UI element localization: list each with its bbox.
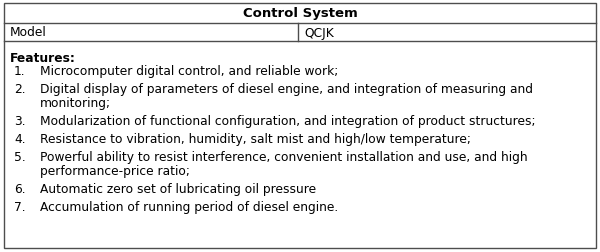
Text: Microcomputer digital control, and reliable work;: Microcomputer digital control, and relia… xyxy=(40,65,338,78)
Text: QCJK: QCJK xyxy=(304,26,334,39)
Text: Control System: Control System xyxy=(242,8,358,20)
Text: Modularization of functional configuration, and integration of product structure: Modularization of functional configurati… xyxy=(40,115,536,128)
Text: Features:: Features: xyxy=(10,52,76,65)
Text: Digital display of parameters of diesel engine, and integration of measuring and: Digital display of parameters of diesel … xyxy=(40,83,533,96)
Text: Resistance to vibration, humidity, salt mist and high/low temperature;: Resistance to vibration, humidity, salt … xyxy=(40,133,471,145)
Text: 7.: 7. xyxy=(14,200,26,213)
Text: monitoring;: monitoring; xyxy=(40,97,111,110)
Text: 1.: 1. xyxy=(14,65,26,78)
Text: Accumulation of running period of diesel engine.: Accumulation of running period of diesel… xyxy=(40,200,338,213)
Text: 5.: 5. xyxy=(14,150,26,163)
Text: Powerful ability to resist interference, convenient installation and use, and hi: Powerful ability to resist interference,… xyxy=(40,150,527,163)
Text: 2.: 2. xyxy=(14,83,26,96)
Text: 4.: 4. xyxy=(14,133,26,145)
Text: 6.: 6. xyxy=(14,182,26,195)
Text: 3.: 3. xyxy=(14,115,26,128)
Text: Automatic zero set of lubricating oil pressure: Automatic zero set of lubricating oil pr… xyxy=(40,182,316,195)
Text: performance-price ratio;: performance-price ratio; xyxy=(40,164,190,177)
Text: Model: Model xyxy=(10,26,47,39)
